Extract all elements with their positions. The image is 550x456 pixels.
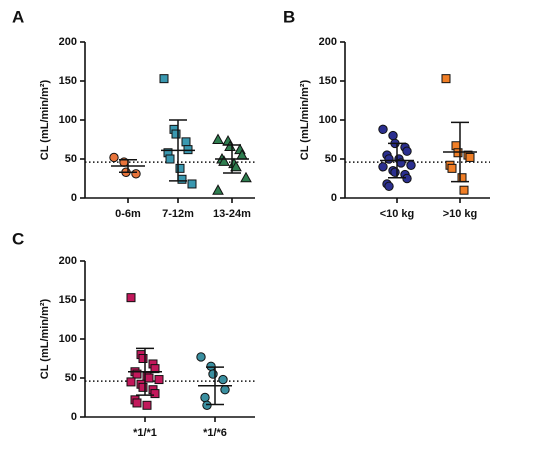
y-tick-label: 200 bbox=[59, 255, 77, 267]
y-tick-label: 0 bbox=[71, 192, 77, 204]
data-point bbox=[459, 185, 469, 195]
data-point bbox=[388, 130, 398, 141]
data-point bbox=[144, 373, 154, 383]
data-point bbox=[218, 155, 230, 166]
data-point bbox=[154, 375, 164, 385]
x-tick-label: >10 kg bbox=[443, 208, 478, 220]
x-tick-label: *1/*1 bbox=[133, 427, 157, 439]
data-point bbox=[447, 163, 457, 173]
y-tick-label: 0 bbox=[71, 411, 77, 423]
y-tick-label: 200 bbox=[59, 36, 77, 48]
data-point bbox=[384, 154, 394, 164]
data-point bbox=[378, 124, 388, 135]
y-tick-label: 0 bbox=[331, 192, 337, 204]
y-tick-label: 150 bbox=[319, 75, 337, 87]
data-point bbox=[109, 152, 119, 163]
y-tick-label: 100 bbox=[59, 114, 77, 126]
data-point bbox=[131, 169, 141, 179]
data-point bbox=[378, 162, 388, 172]
data-point bbox=[138, 382, 148, 392]
data-point bbox=[165, 154, 175, 164]
data-point bbox=[240, 171, 252, 183]
data-point bbox=[457, 173, 467, 183]
data-point bbox=[406, 160, 416, 170]
x-tick-label: <10 kg bbox=[380, 208, 415, 220]
x-tick-label: 0-6m bbox=[115, 208, 141, 220]
data-point bbox=[220, 385, 230, 395]
data-point bbox=[206, 361, 216, 371]
data-point bbox=[212, 184, 224, 195]
data-point bbox=[402, 173, 412, 184]
data-point bbox=[465, 152, 475, 162]
data-point bbox=[126, 293, 136, 303]
data-point bbox=[402, 146, 412, 156]
panel-label: A bbox=[12, 7, 24, 26]
y-tick-label: 50 bbox=[65, 153, 77, 165]
data-point bbox=[181, 137, 191, 147]
panel-label: C bbox=[12, 229, 24, 248]
data-point bbox=[202, 400, 212, 410]
data-point bbox=[453, 148, 463, 158]
y-tick-label: 50 bbox=[65, 372, 77, 384]
x-tick-label: 13-24m bbox=[213, 208, 251, 220]
panel-label: B bbox=[283, 7, 295, 26]
data-point bbox=[183, 145, 193, 155]
data-point bbox=[138, 354, 148, 363]
data-point bbox=[390, 167, 400, 177]
y-tick-label: 150 bbox=[59, 294, 77, 306]
data-point bbox=[150, 389, 160, 399]
data-point bbox=[187, 179, 197, 189]
y-axis-label: CL (mL/min/m²) bbox=[299, 79, 311, 160]
y-tick-label: 150 bbox=[59, 75, 77, 87]
data-point bbox=[230, 160, 242, 172]
x-tick-label: 7-12m bbox=[162, 208, 194, 220]
data-point bbox=[142, 400, 152, 410]
data-point bbox=[208, 369, 218, 379]
y-tick-label: 50 bbox=[325, 153, 337, 165]
data-point bbox=[126, 377, 136, 387]
data-point bbox=[171, 129, 181, 139]
data-point bbox=[200, 392, 210, 403]
y-tick-label: 100 bbox=[319, 114, 337, 126]
data-point bbox=[132, 398, 142, 408]
y-axis-label: CL (mL/min/m²) bbox=[39, 298, 51, 379]
data-point bbox=[177, 174, 187, 184]
data-point bbox=[196, 352, 206, 362]
y-axis-label: CL (mL/min/m²) bbox=[39, 79, 51, 160]
data-point bbox=[150, 364, 160, 374]
data-point bbox=[175, 163, 185, 173]
x-tick-label: *1/*6 bbox=[203, 427, 227, 439]
data-point bbox=[441, 74, 451, 84]
y-tick-label: 200 bbox=[319, 36, 337, 48]
data-point bbox=[212, 133, 224, 144]
data-point bbox=[159, 74, 169, 84]
data-point bbox=[384, 181, 394, 192]
y-tick-label: 100 bbox=[59, 333, 77, 345]
data-point bbox=[218, 374, 228, 385]
data-point bbox=[132, 369, 142, 379]
